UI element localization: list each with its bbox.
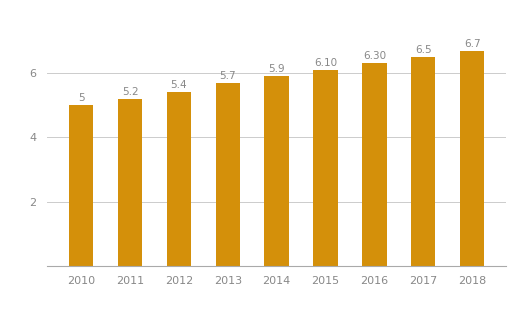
Text: 6.30: 6.30 bbox=[363, 52, 386, 61]
Bar bbox=[411, 57, 435, 266]
Bar bbox=[460, 51, 484, 266]
Text: 5.9: 5.9 bbox=[268, 64, 285, 74]
Bar bbox=[362, 63, 387, 266]
Bar bbox=[313, 70, 338, 266]
Bar bbox=[167, 92, 191, 266]
Text: 6.5: 6.5 bbox=[415, 45, 432, 55]
Bar bbox=[216, 83, 240, 266]
Text: 5.7: 5.7 bbox=[219, 71, 236, 81]
Text: 5.2: 5.2 bbox=[122, 87, 138, 97]
Text: 5: 5 bbox=[78, 93, 85, 103]
Bar bbox=[118, 99, 143, 266]
Bar bbox=[265, 76, 289, 266]
Text: 6.10: 6.10 bbox=[314, 58, 337, 68]
Bar bbox=[69, 105, 93, 266]
Text: 5.4: 5.4 bbox=[171, 80, 187, 90]
Text: 6.7: 6.7 bbox=[464, 39, 480, 49]
